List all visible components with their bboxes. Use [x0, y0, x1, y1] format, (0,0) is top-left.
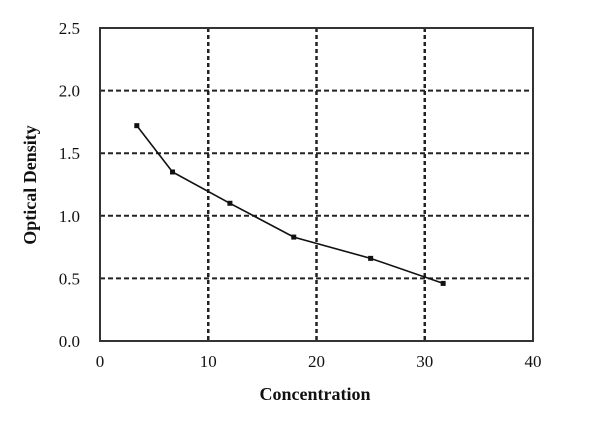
x-axis-title: Concentration — [260, 384, 371, 404]
x-tick-label: 30 — [416, 352, 433, 371]
y-tick-label: 0.0 — [59, 332, 80, 351]
series-line — [136, 125, 444, 285]
data-series — [134, 123, 446, 286]
y-tick-label: 2.0 — [59, 82, 80, 101]
y-tick-label: 1.0 — [59, 207, 80, 226]
y-tick-label: 0.5 — [59, 269, 80, 288]
data-point-marker — [134, 123, 140, 129]
y-tick-label: 1.5 — [59, 144, 80, 163]
x-tick-label: 10 — [200, 352, 217, 371]
gridlines — [100, 28, 533, 341]
data-point-marker — [440, 280, 446, 286]
y-axis-title: Optical Density — [20, 125, 40, 245]
data-point-marker — [227, 200, 233, 206]
data-point-marker — [368, 255, 374, 261]
data-point-marker — [291, 234, 297, 240]
y-tick-label: 2.5 — [59, 19, 80, 38]
x-tick-label: 0 — [96, 352, 105, 371]
x-tick-label: 40 — [525, 352, 542, 371]
plot-frame — [99, 27, 534, 342]
y-axis-ticks: 0.0 0.5 1.0 1.5 2.0 2.5 — [59, 19, 80, 351]
data-point-marker — [170, 169, 176, 175]
x-axis-ticks: 0 10 20 30 40 — [96, 352, 542, 371]
x-tick-label: 20 — [308, 352, 325, 371]
